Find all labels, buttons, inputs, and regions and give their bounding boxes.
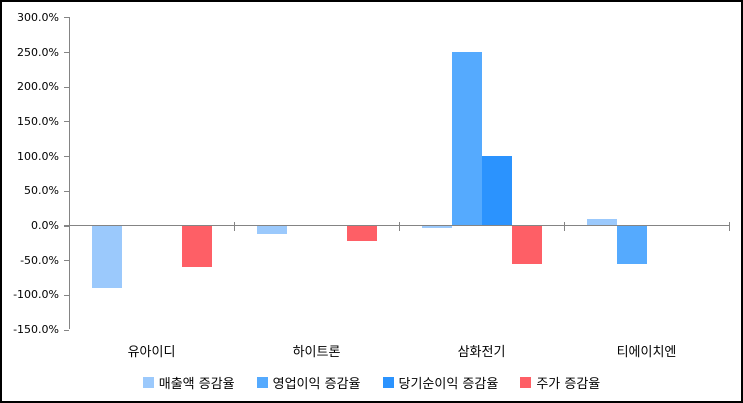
y-axis-tick-mark xyxy=(64,52,69,53)
x-axis-category-label: 삼화전기 xyxy=(457,345,506,360)
legend-item: 주가 증감율 xyxy=(520,373,600,392)
x-axis-tick-mark xyxy=(564,222,565,231)
y-axis-tick-mark xyxy=(64,226,69,227)
legend-item: 당기순이익 증감율 xyxy=(382,373,499,392)
bar xyxy=(181,225,212,268)
y-axis-tick-mark xyxy=(64,191,69,192)
legend-marker-icon xyxy=(256,377,268,388)
x-axis-tick-mark xyxy=(729,222,730,231)
y-axis-tick-label: 250.0% xyxy=(17,45,59,59)
y-axis-tick-label: 50.0% xyxy=(24,184,59,198)
y-axis-tick-mark xyxy=(64,295,69,296)
bar xyxy=(481,156,512,226)
y-axis-tick-label: 200.0% xyxy=(17,80,59,94)
x-axis-category-label: 유아이디 xyxy=(127,345,176,360)
x-axis-line xyxy=(64,225,729,226)
y-axis-tick-mark xyxy=(64,260,69,261)
legend-marker-icon xyxy=(142,377,154,388)
y-axis-tick-label: 150.0% xyxy=(17,114,59,128)
y-axis-tick-label: 300.0% xyxy=(17,10,59,24)
x-axis-tick-mark xyxy=(234,222,235,231)
legend-marker-icon xyxy=(520,377,532,388)
legend-marker-icon xyxy=(382,377,394,388)
legend-item: 매출액 증감율 xyxy=(142,373,235,392)
y-axis-tick-mark xyxy=(64,87,69,88)
x-axis-category-label: 하이트론 xyxy=(292,345,341,360)
bar xyxy=(511,225,542,265)
bar xyxy=(616,225,647,264)
legend-label: 주가 증감율 xyxy=(536,377,601,392)
y-axis-tick-label: 100.0% xyxy=(17,149,59,163)
bar xyxy=(91,225,122,288)
y-axis-tick-label: -100.0% xyxy=(13,288,59,302)
legend-label: 매출액 증감율 xyxy=(158,377,235,392)
y-axis-tick-mark xyxy=(64,121,69,122)
y-axis-tick-label: 0.0% xyxy=(31,219,59,232)
legend: 매출액 증감율 영업이익 증감율 당기순이익 증감율 주가 증감율 xyxy=(2,373,741,392)
bar xyxy=(346,225,377,241)
bar xyxy=(451,52,482,226)
x-axis-tick-mark xyxy=(399,222,400,231)
bar xyxy=(256,225,287,234)
bar xyxy=(586,219,617,226)
y-axis-tick-mark xyxy=(64,330,69,331)
y-axis-line xyxy=(69,17,70,329)
y-axis-tick-label: -150.0% xyxy=(13,323,59,336)
bar xyxy=(421,225,452,229)
y-axis-tick-label: -50.0% xyxy=(20,253,59,267)
legend-item: 영업이익 증감율 xyxy=(256,373,361,392)
x-axis-category-label: 티에이치엔 xyxy=(616,345,677,360)
legend-label: 영업이익 증감율 xyxy=(272,377,361,392)
legend-label: 당기순이익 증감율 xyxy=(398,377,499,392)
y-axis-tick-mark xyxy=(64,156,69,157)
y-axis-tick-mark xyxy=(64,17,69,18)
